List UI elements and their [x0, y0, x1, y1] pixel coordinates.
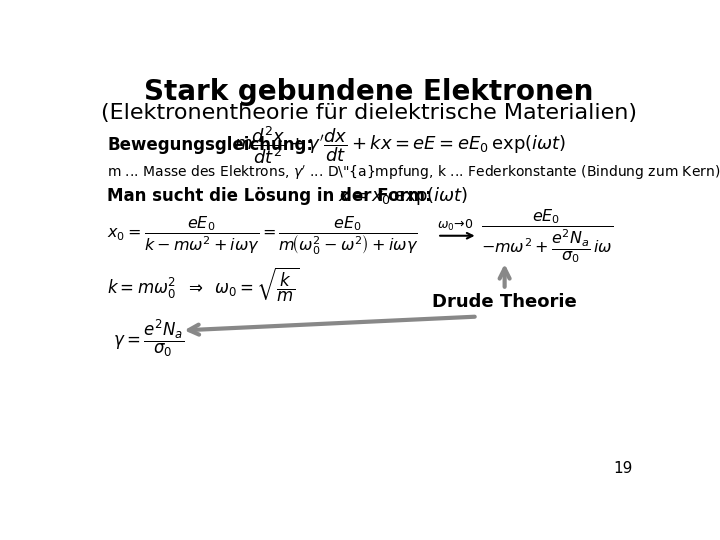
- Text: $m\dfrac{d^2x}{dt^2}+\gamma'\dfrac{dx}{dt}+kx=eE=eE_0\,\exp(i\omega t)$: $m\dfrac{d^2x}{dt^2}+\gamma'\dfrac{dx}{d…: [234, 124, 566, 166]
- Text: $\gamma = \dfrac{e^2 N_a}{\sigma_0}$: $\gamma = \dfrac{e^2 N_a}{\sigma_0}$: [113, 318, 184, 359]
- Text: $x_0 = \dfrac{eE_0}{k - m\omega^2 + i\omega\gamma} = \dfrac{eE_0}{m\!\left(\omeg: $x_0 = \dfrac{eE_0}{k - m\omega^2 + i\om…: [107, 214, 418, 257]
- Text: $\dfrac{eE_0}{-m\omega^2+\dfrac{e^2 N_a}{\sigma_0}\,i\omega}$: $\dfrac{eE_0}{-m\omega^2+\dfrac{e^2 N_a}…: [481, 207, 613, 265]
- Text: 19: 19: [613, 461, 632, 476]
- Text: (Elektronentheorie für dielektrische Materialien): (Elektronentheorie für dielektrische Mat…: [101, 103, 637, 123]
- Text: Bewegungsgleichung:: Bewegungsgleichung:: [107, 136, 313, 154]
- Text: Drude Theorie: Drude Theorie: [432, 293, 577, 311]
- Text: Stark gebundene Elektronen: Stark gebundene Elektronen: [144, 78, 594, 106]
- Text: $x = x_0\,\exp(i\omega t)$: $x = x_0\,\exp(i\omega t)$: [338, 185, 468, 207]
- Text: $k = m\omega_0^2 \;\;\Rightarrow\;\; \omega_0 = \sqrt{\dfrac{k}{m}}$: $k = m\omega_0^2 \;\;\Rightarrow\;\; \om…: [107, 265, 300, 303]
- Text: Man sucht die Lösung in der Form:: Man sucht die Lösung in der Form:: [107, 187, 432, 205]
- Text: $\omega_0\!\to\!0$: $\omega_0\!\to\!0$: [438, 218, 474, 233]
- Text: m ... Masse des Elektrons, $\gamma'$ ... D\"{a}mpfung, k ... Federkonstante (Bin: m ... Masse des Elektrons, $\gamma'$ ...…: [107, 164, 720, 181]
